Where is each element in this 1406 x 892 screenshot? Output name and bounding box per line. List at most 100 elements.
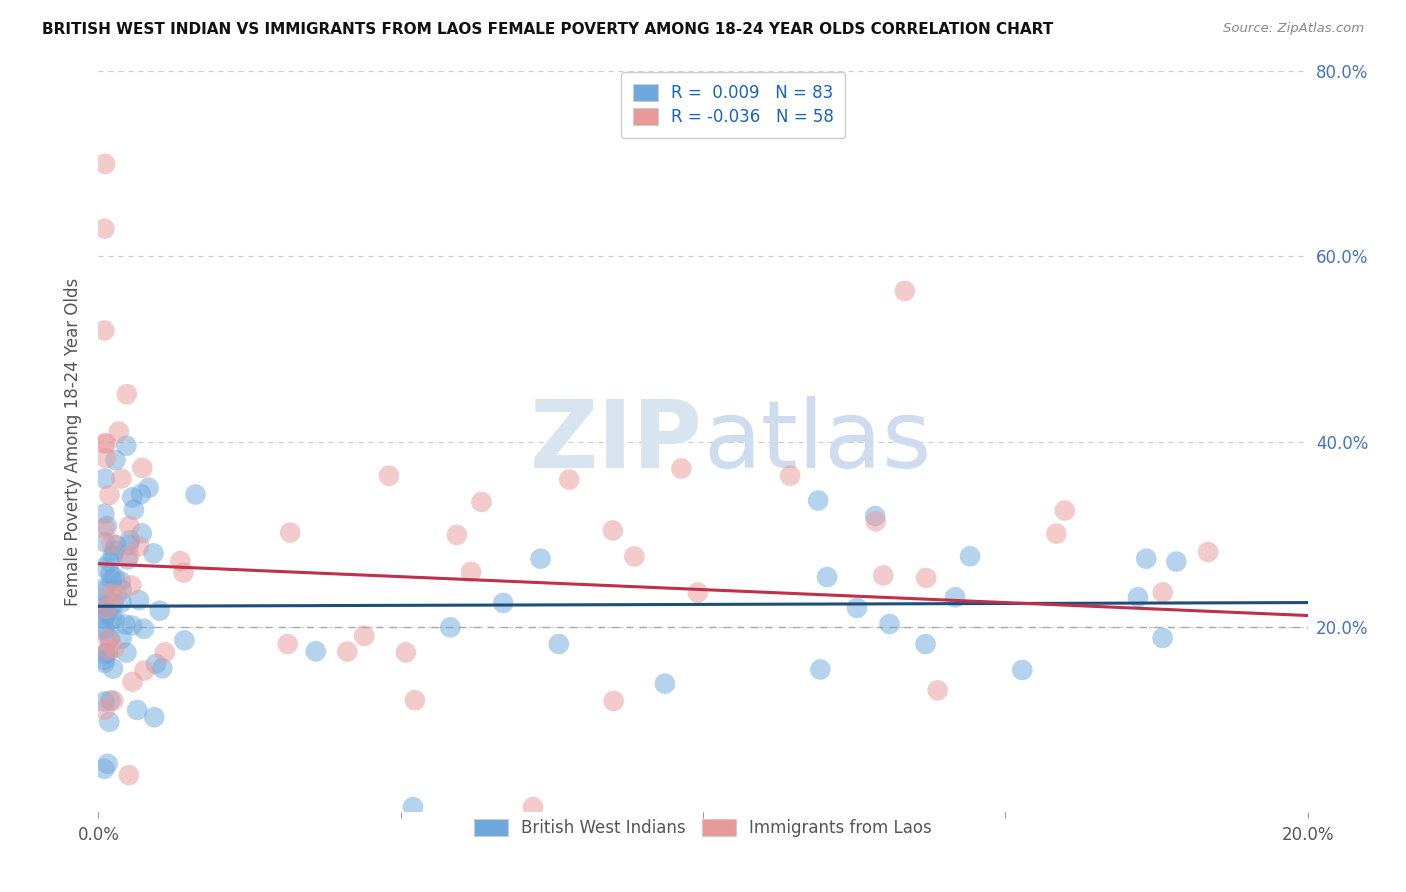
Point (131, 461, 153, 475)
Point (98, 714, 121, 729)
Point (93, 221, 115, 235)
Point (779, 468, 801, 483)
Point (93, 605, 115, 619)
Point (97, 646, 120, 660)
Point (105, 538, 128, 552)
Point (353, 629, 375, 643)
Point (94, 451, 117, 466)
Point (110, 472, 132, 486)
Point (103, 597, 125, 611)
Point (98, 555, 121, 569)
Point (131, 526, 153, 541)
Point (1045, 526, 1067, 541)
Point (97, 643, 120, 657)
Point (104, 612, 127, 626)
Point (378, 468, 401, 483)
Point (98, 488, 121, 502)
Point (492, 596, 515, 610)
Point (94, 157, 117, 171)
Point (93, 694, 115, 708)
Point (439, 620, 461, 634)
Point (1166, 555, 1188, 569)
Point (815, 570, 838, 584)
Point (93, 436, 115, 450)
Point (94, 600, 117, 615)
Point (846, 600, 869, 615)
Point (894, 284, 917, 298)
Point (94, 611, 117, 625)
Point (121, 618, 143, 632)
Point (277, 637, 299, 651)
Point (1197, 545, 1219, 559)
Point (101, 549, 124, 563)
Point (149, 604, 172, 618)
Point (93, 583, 115, 598)
Point (93, 703, 115, 717)
Point (402, 800, 425, 814)
Point (93, 622, 115, 636)
Point (103, 693, 125, 707)
Point (138, 481, 160, 495)
Point (336, 645, 359, 659)
Point (118, 538, 141, 552)
Point (118, 768, 141, 782)
Point (100, 536, 122, 550)
Point (97, 756, 120, 771)
Point (93, 581, 115, 595)
Text: ZIP: ZIP (530, 395, 703, 488)
Point (278, 525, 301, 540)
Point (100, 587, 122, 601)
Point (395, 645, 418, 659)
Point (863, 509, 886, 524)
Point (93, 507, 115, 521)
Point (129, 487, 152, 501)
Point (134, 664, 156, 678)
Point (1135, 551, 1157, 566)
Point (118, 519, 141, 533)
Point (1152, 585, 1174, 599)
Point (460, 565, 482, 579)
Point (93, 624, 115, 638)
Point (184, 487, 207, 501)
Point (110, 582, 132, 597)
Point (122, 502, 145, 516)
Point (943, 591, 966, 605)
Point (127, 703, 149, 717)
Text: atlas: atlas (703, 395, 931, 488)
Point (623, 549, 645, 564)
Point (114, 617, 136, 632)
Point (522, 800, 544, 814)
Point (1053, 503, 1076, 517)
Point (93, 598, 115, 612)
Point (100, 566, 122, 581)
Point (808, 663, 831, 677)
Point (915, 571, 938, 585)
Text: BRITISH WEST INDIAN VS IMMIGRANTS FROM LAOS FEMALE POVERTY AMONG 18-24 YEAR OLDS: BRITISH WEST INDIAN VS IMMIGRANTS FROM L… (42, 22, 1053, 37)
Point (865, 514, 887, 528)
Point (654, 676, 676, 690)
Point (529, 551, 551, 566)
Point (94, 472, 117, 486)
Point (93, 656, 115, 670)
Point (115, 439, 138, 453)
Point (115, 387, 138, 401)
Point (96, 607, 118, 621)
Point (150, 661, 173, 675)
Point (446, 528, 468, 542)
Point (103, 641, 125, 656)
Point (93, 560, 115, 574)
Point (118, 533, 141, 548)
Point (153, 645, 176, 659)
Point (927, 683, 949, 698)
Point (547, 637, 569, 651)
Point (602, 524, 624, 538)
Point (93, 762, 115, 776)
Point (97, 632, 120, 647)
Point (96, 519, 118, 533)
Text: Source: ZipAtlas.com: Source: ZipAtlas.com (1223, 22, 1364, 36)
Point (118, 549, 141, 564)
Point (686, 585, 709, 599)
Point (1126, 591, 1149, 605)
Point (959, 549, 981, 564)
Y-axis label: Female Poverty Among 18-24 Year Olds: Female Poverty Among 18-24 Year Olds (65, 277, 83, 606)
